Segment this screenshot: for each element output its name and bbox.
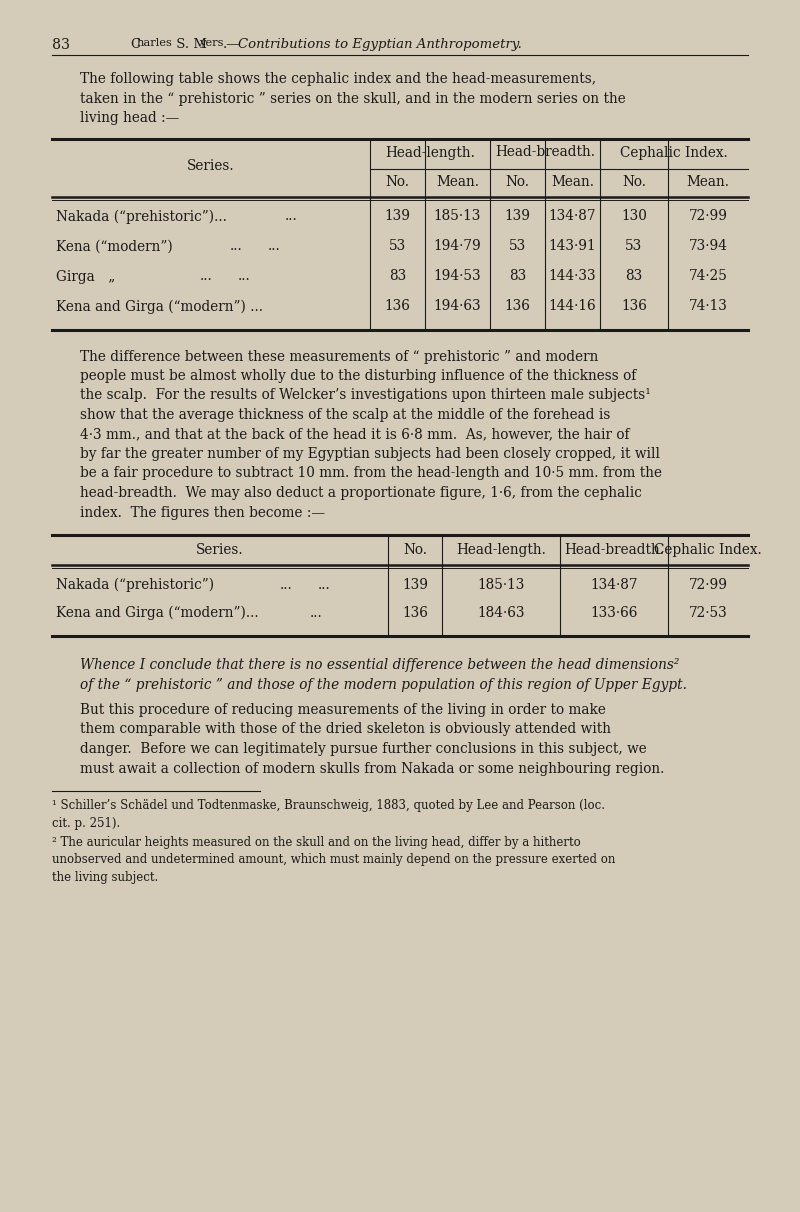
Text: Series.: Series. <box>187 160 235 173</box>
Text: 133·66: 133·66 <box>590 606 638 621</box>
Text: Cephalic Index.: Cephalic Index. <box>620 145 728 160</box>
Text: No.: No. <box>622 175 646 189</box>
Text: ...: ... <box>280 578 293 591</box>
Text: No.: No. <box>506 175 530 189</box>
Text: them comparable with those of the dried skeleton is obviously attended with: them comparable with those of the dried … <box>80 722 611 737</box>
Text: 139: 139 <box>402 578 428 591</box>
Text: C: C <box>130 38 140 51</box>
Text: ...: ... <box>318 578 330 591</box>
Text: of the “ prehistoric ” and those of the modern population of this region of Uppe: of the “ prehistoric ” and those of the … <box>80 678 687 692</box>
Text: Series.: Series. <box>196 543 244 558</box>
Text: ...: ... <box>230 240 242 253</box>
Text: Mean.: Mean. <box>686 175 730 189</box>
Text: people must be almost wholly due to the disturbing influence of the thickness of: people must be almost wholly due to the … <box>80 368 636 383</box>
Text: must await a collection of modern skulls from Nakada or some neighbouring region: must await a collection of modern skulls… <box>80 761 664 776</box>
Text: .—: .— <box>223 38 241 51</box>
Text: 72·53: 72·53 <box>689 606 727 621</box>
Text: 139: 139 <box>385 210 410 223</box>
Text: Cephalic Index.: Cephalic Index. <box>654 543 762 558</box>
Text: But this procedure of reducing measurements of the living in order to make: But this procedure of reducing measureme… <box>80 703 606 718</box>
Text: 83: 83 <box>389 269 406 284</box>
Text: 73·94: 73·94 <box>689 240 727 253</box>
Text: Girga „: Girga „ <box>56 269 115 284</box>
Text: 185·13: 185·13 <box>478 578 525 591</box>
Text: 53: 53 <box>389 240 406 253</box>
Text: head-breadth.  We may also deduct a proportionate figure, 1·6, from the cephalic: head-breadth. We may also deduct a propo… <box>80 486 642 501</box>
Text: the living subject.: the living subject. <box>52 871 158 884</box>
Text: 130: 130 <box>621 210 647 223</box>
Text: 136: 136 <box>505 299 530 314</box>
Text: The following table shows the cephalic index and the head-measurements,: The following table shows the cephalic i… <box>80 72 596 86</box>
Text: Nakada (“prehistoric”)...: Nakada (“prehistoric”)... <box>56 210 227 224</box>
Text: harles: harles <box>137 38 173 48</box>
Text: ...: ... <box>268 240 281 253</box>
Text: 83: 83 <box>626 269 642 284</box>
Text: Nakada (“prehistoric”): Nakada (“prehistoric”) <box>56 578 214 593</box>
Text: 194·53: 194·53 <box>434 269 482 284</box>
Text: index.  The figures then become :—: index. The figures then become :— <box>80 505 325 520</box>
Text: No.: No. <box>403 543 427 558</box>
Text: Kena and Girga (“modern”)...: Kena and Girga (“modern”)... <box>56 606 258 621</box>
Text: Head-breadth.: Head-breadth. <box>495 145 595 160</box>
Text: danger.  Before we can legitimately pursue further conclusions in this subject, : danger. Before we can legitimately pursu… <box>80 742 646 756</box>
Text: cit. p. 251).: cit. p. 251). <box>52 817 120 829</box>
Text: show that the average thickness of the scalp at the middle of the forehead is: show that the average thickness of the s… <box>80 408 610 422</box>
Text: 144·33: 144·33 <box>549 269 596 284</box>
Text: 136: 136 <box>385 299 410 314</box>
Text: 83: 83 <box>52 38 70 52</box>
Text: 53: 53 <box>626 240 642 253</box>
Text: 184·63: 184·63 <box>478 606 525 621</box>
Text: Mean.: Mean. <box>436 175 479 189</box>
Text: Mean.: Mean. <box>551 175 594 189</box>
Text: Contributions to Egyptian Anthropometry.: Contributions to Egyptian Anthropometry. <box>238 38 522 51</box>
Text: ...: ... <box>310 606 322 621</box>
Text: 136: 136 <box>621 299 647 314</box>
Text: 194·79: 194·79 <box>434 240 482 253</box>
Text: The difference between these measurements of “ prehistoric ” and modern: The difference between these measurement… <box>80 349 598 364</box>
Text: S. M: S. M <box>172 38 207 51</box>
Text: living head :—: living head :— <box>80 112 179 125</box>
Text: by far the greater number of my Egyptian subjects had been closely cropped, it w: by far the greater number of my Egyptian… <box>80 447 660 461</box>
Text: 83: 83 <box>509 269 526 284</box>
Text: 139: 139 <box>505 210 530 223</box>
Text: Head-length.: Head-length. <box>385 145 475 160</box>
Text: 72·99: 72·99 <box>689 578 727 591</box>
Text: 194·63: 194·63 <box>434 299 482 314</box>
Text: the scalp.  For the results of Welcker’s investigations upon thirteen male subje: the scalp. For the results of Welcker’s … <box>80 389 650 402</box>
Text: be a fair procedure to subtract 10 mm. from the head-length and 10·5 mm. from th: be a fair procedure to subtract 10 mm. f… <box>80 467 662 480</box>
Text: 134·87: 134·87 <box>549 210 596 223</box>
Text: Whence I conclude that there is no essential difference between the head dimensi: Whence I conclude that there is no essen… <box>80 658 679 671</box>
Text: 144·16: 144·16 <box>549 299 596 314</box>
Text: No.: No. <box>386 175 410 189</box>
Text: Head-length.: Head-length. <box>456 543 546 558</box>
Text: unobserved and undetermined amount, which must mainly depend on the pressure exe: unobserved and undetermined amount, whic… <box>52 853 615 867</box>
Text: 53: 53 <box>509 240 526 253</box>
Text: 136: 136 <box>402 606 428 621</box>
Text: 74·13: 74·13 <box>689 299 727 314</box>
Text: Kena (“modern”): Kena (“modern”) <box>56 240 173 253</box>
Text: ¹ Schiller’s Schädel und Todtenmaske, Braunschweig, 1883, quoted by Lee and Pear: ¹ Schiller’s Schädel und Todtenmaske, Br… <box>52 799 605 812</box>
Text: Kena and Girga (“modern”) ...: Kena and Girga (“modern”) ... <box>56 299 263 314</box>
Text: 4·3 mm., and that at the back of the head it is 6·8 mm.  As, however, the hair o: 4·3 mm., and that at the back of the hea… <box>80 428 630 441</box>
Text: 72·99: 72·99 <box>689 210 727 223</box>
Text: ...: ... <box>285 210 298 223</box>
Text: ...: ... <box>238 269 250 284</box>
Text: yers: yers <box>199 38 223 48</box>
Text: ² The auricular heights measured on the skull and on the living head, differ by : ² The auricular heights measured on the … <box>52 836 581 848</box>
Text: 134·87: 134·87 <box>590 578 638 591</box>
Text: 74·25: 74·25 <box>689 269 727 284</box>
Text: Head-breadth.: Head-breadth. <box>564 543 664 558</box>
Text: ...: ... <box>200 269 213 284</box>
Text: taken in the “ prehistoric ” series on the skull, and in the modern series on th: taken in the “ prehistoric ” series on t… <box>80 91 626 105</box>
Text: 185·13: 185·13 <box>434 210 481 223</box>
Text: 143·91: 143·91 <box>549 240 596 253</box>
